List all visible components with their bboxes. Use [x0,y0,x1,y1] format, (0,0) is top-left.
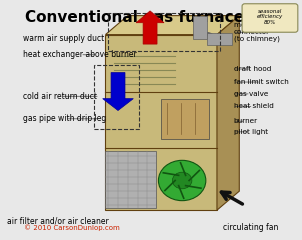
Bar [207,33,232,45]
Bar [193,16,207,39]
Bar [105,35,217,210]
Text: fan limit switch: fan limit switch [234,79,288,85]
Circle shape [172,172,192,189]
Text: circulating fan: circulating fan [223,223,278,232]
Circle shape [159,160,206,201]
Polygon shape [217,16,239,210]
Text: burner: burner [234,118,258,124]
Text: © 2010 CarsonDunlop.com: © 2010 CarsonDunlop.com [24,225,120,232]
Text: pilot light: pilot light [234,129,268,135]
FancyBboxPatch shape [242,4,298,32]
Text: gas pipe with drip leg: gas pipe with drip leg [23,114,107,123]
Text: air filter and/or air cleaner: air filter and/or air cleaner [7,216,109,225]
Text: Conventional gas furnace: Conventional gas furnace [25,10,244,25]
Polygon shape [105,16,239,35]
Text: draft hood: draft hood [234,66,271,72]
Bar [108,13,220,51]
Text: cold air return duct: cold air return duct [23,92,97,101]
Text: heat exchanger above burner: heat exchanger above burner [23,50,137,59]
Bar [161,99,209,139]
Text: seasonal
efficiency
80%: seasonal efficiency 80% [257,8,283,25]
Polygon shape [136,11,164,44]
Polygon shape [103,72,133,110]
Text: heat shield: heat shield [234,103,274,109]
Text: metal vent
connector
(to chimney): metal vent connector (to chimney) [234,22,280,42]
Text: warm air supply duct: warm air supply duct [23,34,104,43]
Text: gas valve: gas valve [234,91,268,97]
Bar [94,66,139,130]
Bar [105,151,156,208]
